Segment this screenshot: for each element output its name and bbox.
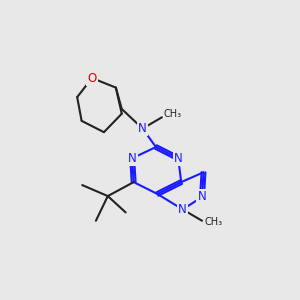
Text: O: O	[87, 72, 97, 85]
Text: N: N	[138, 122, 147, 135]
Text: N: N	[178, 203, 187, 216]
Text: CH₃: CH₃	[204, 217, 223, 227]
Text: N: N	[128, 152, 136, 165]
Text: CH₃: CH₃	[164, 109, 181, 119]
Text: N: N	[198, 190, 206, 203]
Text: N: N	[174, 152, 183, 165]
